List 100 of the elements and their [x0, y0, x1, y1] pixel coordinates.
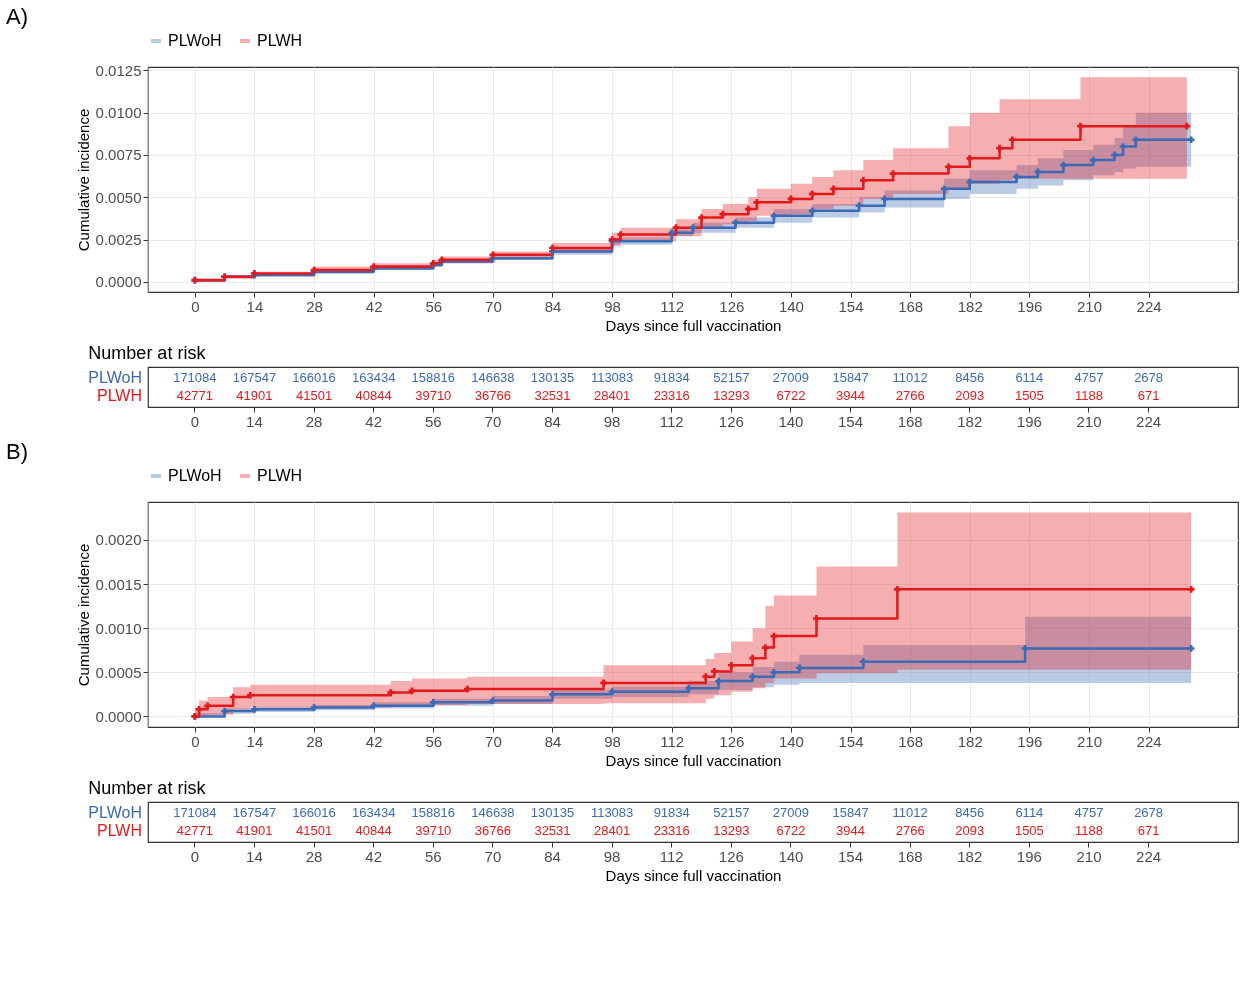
x-tick-label: 112 [659, 847, 684, 865]
data-label: 6114 [1015, 369, 1044, 385]
x-tick-label: 154 [838, 412, 864, 430]
x-tick-label: 140 [778, 297, 804, 315]
x-tick-label: 196 [1016, 847, 1042, 865]
x-tick-label: 70 [484, 847, 502, 865]
x-tick-label: 56 [424, 847, 442, 865]
data-label: 2766 [895, 823, 925, 839]
x-axis-title: Days since full vaccination [605, 866, 782, 884]
data-label: 11012 [892, 804, 928, 820]
x-tick-label: 126 [719, 297, 745, 315]
data-label: 8456 [955, 369, 985, 385]
y-tick-label: 0.0000 [95, 707, 142, 725]
x-tick-label: 182 [957, 732, 983, 750]
x-tick-label: 0 [191, 297, 200, 315]
data-label: 130135 [530, 804, 575, 820]
x-tick-label: 210 [1076, 847, 1102, 865]
data-label: 6722 [776, 388, 806, 404]
x-tick-label: 196 [1017, 732, 1043, 750]
data-label: 2678 [1134, 369, 1164, 385]
chart-title: Number at risk [88, 778, 207, 798]
x-tick-label: 112 [659, 412, 684, 430]
data-label: 28401 [594, 388, 631, 404]
x-tick-label: 42 [365, 297, 383, 315]
data-label: 146638 [471, 369, 515, 385]
x-tick-label: 42 [365, 732, 383, 750]
data-label: 2093 [955, 388, 985, 404]
x-tick-label: 154 [838, 732, 864, 750]
x-tick-label: 84 [544, 847, 561, 865]
x-tick-label: 98 [604, 297, 621, 315]
x-tick-label: 126 [718, 847, 744, 865]
data-label: 91834 [653, 369, 690, 385]
x-tick-label: 168 [897, 847, 923, 865]
x-tick-label: 224 [1136, 732, 1162, 750]
x-tick-label: 140 [778, 732, 804, 750]
data-label: 130135 [530, 369, 575, 385]
chart-title: B) [6, 439, 29, 464]
data-label: 42771 [176, 388, 213, 404]
data-label: 36766 [474, 388, 511, 404]
y-tick-label: 0.0100 [95, 104, 142, 122]
data-label: 171084 [173, 369, 217, 385]
data-label: 166016 [292, 369, 336, 385]
data-label: 113083 [590, 369, 634, 385]
x-tick-label: 56 [424, 412, 442, 430]
data-label: 13293 [713, 388, 750, 404]
data-label: 41901 [236, 823, 273, 839]
data-label: 8456 [955, 804, 985, 820]
x-tick-label: 210 [1076, 732, 1102, 750]
x-tick-label: 224 [1136, 297, 1162, 315]
x-tick-label: 56 [425, 297, 443, 315]
data-label: 40844 [355, 388, 392, 404]
data-label: 32531 [534, 823, 571, 839]
x-tick-label: 112 [660, 732, 685, 750]
x-tick-label: 0 [190, 847, 200, 865]
y-tick-label: 0.0025 [95, 231, 142, 249]
data-label: 2766 [895, 388, 925, 404]
y-axis-title: Cumulative incidence [74, 543, 92, 687]
data-label: 166016 [292, 804, 336, 820]
x-tick-label: 0 [190, 412, 200, 430]
data-label: 32531 [534, 388, 571, 404]
data-label: 41901 [236, 388, 273, 404]
data-label: 15847 [832, 369, 869, 385]
data-label: 39710 [415, 388, 452, 404]
data-label: 4757 [1074, 369, 1104, 385]
x-tick-label: 196 [1017, 297, 1043, 315]
legend-label: PLWoH [168, 32, 222, 49]
data-label: 2678 [1134, 804, 1164, 820]
data-label: 158816 [411, 804, 455, 820]
x-tick-label: 70 [485, 732, 502, 750]
x-tick-label: 28 [305, 847, 323, 865]
x-tick-label: 0 [191, 732, 200, 750]
y-tick-label: 0.0125 [95, 61, 142, 79]
x-tick-label: 84 [544, 732, 562, 750]
x-tick-label: 126 [718, 412, 744, 430]
data-label: 1505 [1014, 823, 1044, 839]
x-tick-label: 84 [544, 412, 561, 430]
x-tick-label: 98 [603, 412, 621, 430]
x-tick-label: 224 [1136, 847, 1162, 865]
data-label: 28401 [594, 823, 631, 839]
x-tick-label: 182 [957, 297, 983, 315]
data-label: 163434 [351, 804, 396, 820]
data-label: 41501 [295, 388, 333, 404]
x-tick-label: 14 [246, 732, 264, 750]
data-label: 13293 [713, 823, 750, 839]
data-label: 3944 [836, 823, 865, 839]
x-tick-label: 56 [425, 732, 443, 750]
x-tick-label: 168 [897, 412, 923, 430]
y-tick-label: 0.0010 [95, 619, 142, 637]
data-label: 23316 [653, 823, 690, 839]
data-label: 4757 [1074, 804, 1104, 820]
x-axis-title: Days since full vaccination [605, 316, 782, 334]
x-tick-label: 140 [778, 847, 804, 865]
x-tick-label: 70 [484, 412, 502, 430]
data-label: 27009 [772, 804, 810, 820]
data-label: 52157 [713, 369, 750, 385]
data-label: 1505 [1014, 388, 1044, 404]
x-tick-label: 98 [603, 847, 621, 865]
x-tick-label: 210 [1076, 412, 1102, 430]
y-tick-label: PLWoH [88, 368, 142, 386]
data-label: 158816 [411, 369, 455, 385]
